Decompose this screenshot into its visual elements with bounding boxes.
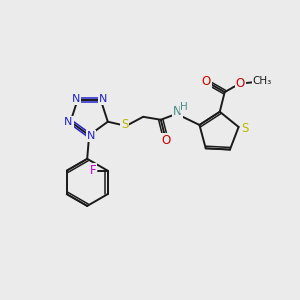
Text: O: O [161, 134, 170, 147]
Text: N: N [173, 105, 182, 119]
Text: S: S [121, 118, 128, 131]
Text: N: N [71, 94, 80, 104]
Text: O: O [201, 75, 211, 88]
Text: N: N [64, 117, 73, 127]
Text: H: H [181, 102, 188, 112]
Text: CH₃: CH₃ [252, 76, 272, 86]
Text: N: N [98, 94, 107, 104]
Text: F: F [90, 164, 96, 177]
Text: N: N [87, 131, 95, 141]
Text: S: S [241, 122, 248, 136]
Text: O: O [236, 77, 245, 90]
